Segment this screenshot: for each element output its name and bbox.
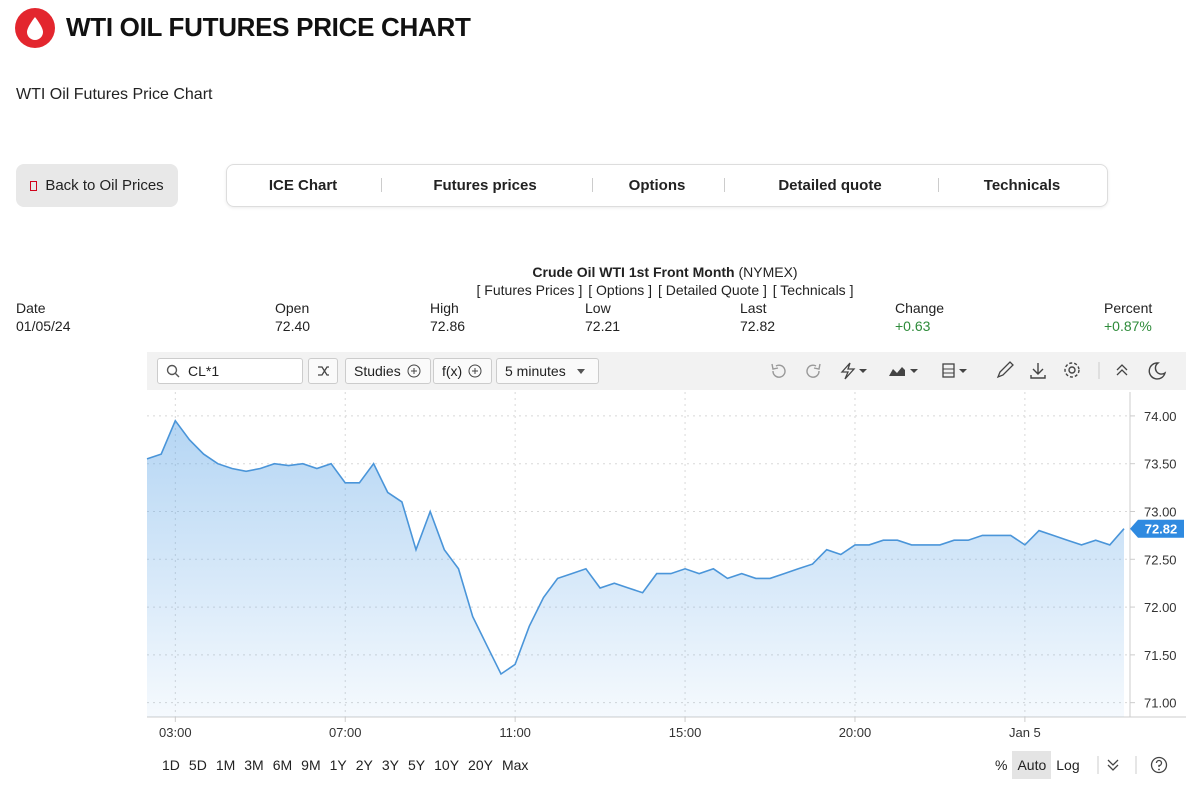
tab[interactable]: ICE Chart bbox=[268, 177, 338, 194]
y-tick-label: 73.50 bbox=[1144, 457, 1177, 472]
y-tick-label: 72.00 bbox=[1144, 600, 1177, 615]
x-tick-label: 15:00 bbox=[669, 725, 702, 740]
studies-label: Studies bbox=[354, 363, 401, 379]
y-tick-label: 71.00 bbox=[1144, 696, 1177, 711]
x-tick-label: 03:00 bbox=[159, 725, 192, 740]
quote-column: Percent +0.87% bbox=[1104, 299, 1152, 335]
function-label: f(x) bbox=[442, 363, 463, 379]
y-tick-label: 71.50 bbox=[1144, 648, 1177, 663]
last-price-tag bbox=[1130, 519, 1184, 538]
tab-bar: ICE Chart Futures prices Options Detaile… bbox=[226, 164, 1108, 207]
quote-column: Change +0.63 bbox=[895, 299, 944, 335]
x-tick-label: 20:00 bbox=[839, 725, 872, 740]
area bbox=[147, 420, 1124, 717]
range-button[interactable]: Max bbox=[501, 757, 529, 773]
quote-label: Date bbox=[16, 300, 46, 316]
interval-select[interactable]: 5 minutes bbox=[496, 358, 599, 384]
studies-button[interactable]: Studies bbox=[345, 358, 431, 384]
x-tick-label: 11:00 bbox=[499, 725, 531, 740]
range-button[interactable]: 1M bbox=[215, 757, 236, 773]
scale-buttons: % Auto Log bbox=[990, 751, 1085, 779]
y-tick-label: 73.00 bbox=[1144, 504, 1177, 519]
quote-column: High 72.86 bbox=[430, 299, 465, 335]
range-button[interactable]: 1Y bbox=[329, 757, 347, 773]
y-tick-label: 72.50 bbox=[1144, 552, 1177, 567]
quote-value: 72.40 bbox=[275, 318, 311, 334]
scale-button[interactable]: % bbox=[995, 757, 1008, 773]
logo bbox=[15, 8, 55, 48]
line bbox=[146, 419, 1125, 676]
back-button[interactable]: Back to Oil Prices bbox=[16, 164, 178, 207]
quote-label: Low bbox=[585, 300, 611, 316]
tab[interactable]: Options bbox=[628, 177, 686, 194]
range-button[interactable]: 20Y bbox=[468, 757, 493, 773]
quote-links: [ Futures Prices ] [ Options ] [ Detaile… bbox=[0, 282, 1200, 298]
range-button[interactable]: 3M bbox=[244, 757, 264, 773]
symbol: CL*1 bbox=[188, 363, 220, 379]
exchange: (NYMEX) bbox=[738, 264, 798, 280]
range-button[interactable]: 2Y bbox=[355, 757, 373, 773]
extra-icons[interactable] bbox=[1096, 754, 1176, 776]
back-label: Back to Oil Prices bbox=[45, 177, 164, 194]
quote-value: 72.21 bbox=[585, 318, 621, 334]
range-button[interactable]: 9M bbox=[301, 757, 321, 773]
range-button[interactable]: 3Y bbox=[381, 757, 399, 773]
tab[interactable]: Technicals bbox=[983, 177, 1061, 194]
tab[interactable]: Futures prices bbox=[433, 177, 537, 194]
subtitle: WTI Oil Futures Price Chart bbox=[16, 86, 213, 103]
range-button[interactable]: 5D bbox=[188, 757, 207, 773]
quote-column: Date 01/05/24 bbox=[16, 299, 71, 335]
range-buttons: 1D 5D 1M 3M 6M 9M 1Y 2Y 3Y 5Y 10Y 20Y Max bbox=[162, 757, 537, 773]
link[interactable]: [ Futures Prices ] bbox=[476, 282, 583, 298]
range-button[interactable]: 10Y bbox=[434, 757, 460, 773]
scale-button[interactable]: Log bbox=[1056, 757, 1080, 773]
compare-button[interactable] bbox=[308, 358, 338, 384]
quote-label: Change bbox=[895, 300, 945, 316]
range-button[interactable]: 1D bbox=[162, 757, 180, 773]
quote-column: Last 72.82 bbox=[740, 299, 775, 335]
quote-label: High bbox=[430, 300, 459, 316]
quote-column: Low 72.21 bbox=[585, 299, 620, 335]
toolbar-icons[interactable] bbox=[769, 361, 1169, 381]
quote-label: Last bbox=[740, 300, 767, 316]
link[interactable]: [ Detailed Quote ] bbox=[657, 282, 767, 298]
quote-value: +0.63 bbox=[895, 318, 931, 334]
link[interactable]: [ Options ] bbox=[588, 282, 653, 298]
symbol-search[interactable]: CL*1 bbox=[157, 358, 303, 384]
quote-label: Percent bbox=[1104, 300, 1153, 316]
quote-column: Open 72.40 bbox=[275, 299, 310, 335]
x-tick-label: Jan 5 bbox=[1009, 725, 1041, 740]
page-title: WTI OIL FUTURES PRICE CHART bbox=[66, 12, 471, 42]
quote-label: Open bbox=[275, 300, 310, 316]
chart-toolbar: CL*1 Studies f(x) 5 minutes bbox=[147, 352, 1186, 390]
quote-value: 01/05/24 bbox=[16, 318, 71, 334]
tab[interactable]: Detailed quote bbox=[778, 177, 882, 194]
function-button[interactable]: f(x) bbox=[433, 358, 493, 384]
link[interactable]: [ Technicals ] bbox=[772, 282, 854, 298]
quote-value: +0.87% bbox=[1104, 318, 1152, 334]
x-tick-label: 07:00 bbox=[329, 725, 362, 740]
y-tick-label: 74.00 bbox=[1144, 409, 1177, 424]
quote-value: 72.86 bbox=[430, 318, 466, 334]
range-button[interactable]: 6M bbox=[272, 757, 293, 773]
instrument: Crude Oil WTI 1st Front Month bbox=[532, 264, 735, 280]
interval-label: 5 minutes bbox=[505, 363, 566, 379]
range-button[interactable]: 5Y bbox=[408, 757, 426, 773]
scale-button[interactable]: Auto bbox=[1012, 751, 1052, 779]
last-price-label: 72.82 bbox=[1145, 522, 1178, 537]
quote-value: 72.82 bbox=[740, 318, 776, 334]
quote-name: Crude Oil WTI 1st Front Month (NYMEX) bbox=[0, 264, 1200, 280]
